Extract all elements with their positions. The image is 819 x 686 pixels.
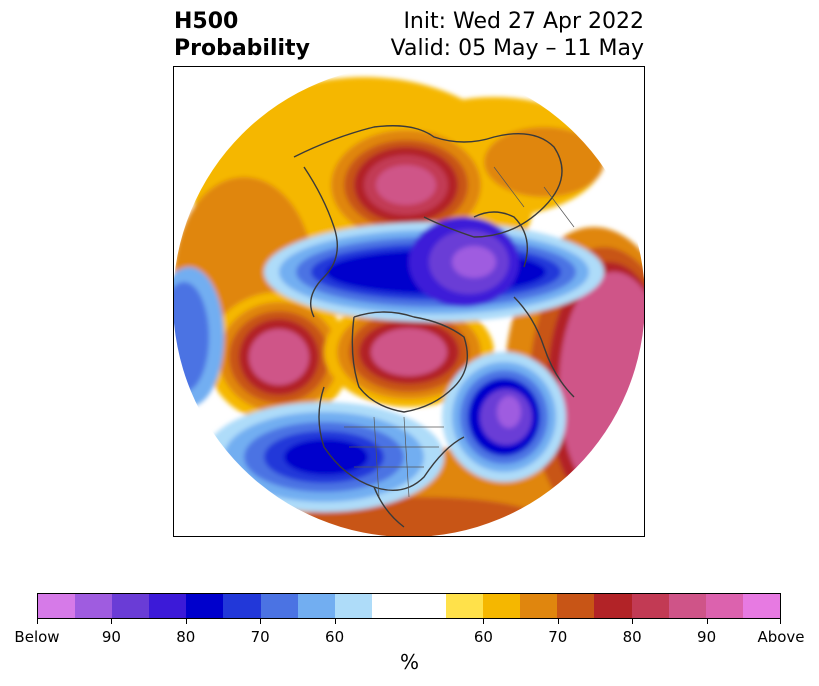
colorbar-segment xyxy=(260,594,298,618)
init-date: Init: Wed 27 Apr 2022 xyxy=(403,9,644,34)
colorbar-segment xyxy=(483,594,521,618)
colorbar-tick-label: 70 xyxy=(548,628,568,646)
colorbar-labels: Below 90 80 70 60 60 70 80 90 Above xyxy=(14,628,804,646)
colorbar-tick xyxy=(780,619,781,624)
colorbar-tick xyxy=(185,619,187,624)
colorbar-tick-label: 90 xyxy=(697,628,717,646)
colorbar-tick xyxy=(334,619,336,624)
colorbar-tick-label: 60 xyxy=(473,628,493,646)
colorbar-tick-label: Above xyxy=(757,628,805,646)
colorbar-tick-label: 80 xyxy=(622,628,642,646)
colorbar-tick-label: 60 xyxy=(325,628,345,646)
colorbar-segment xyxy=(149,594,187,618)
polar-map xyxy=(173,66,645,537)
colorbar-segment xyxy=(38,594,76,618)
colorbar-segment xyxy=(112,594,150,618)
colorbar-tick xyxy=(111,619,113,624)
colorbar-segment xyxy=(557,594,595,618)
title-product: Probability xyxy=(174,36,310,61)
title-left: H500 Probability xyxy=(174,8,310,62)
coastlines xyxy=(293,125,575,528)
anomaly-field xyxy=(174,67,644,536)
colorbar-tick xyxy=(706,619,708,624)
colorbar-ticks xyxy=(37,619,781,629)
colorbar-segment xyxy=(334,594,372,618)
colorbar-tick xyxy=(557,619,559,624)
colorbar-segment xyxy=(631,594,669,618)
colorbar-tick-label: 70 xyxy=(250,628,270,646)
colorbar-tick xyxy=(483,619,485,624)
colorbar-segment xyxy=(371,594,447,618)
colorbar-units: % xyxy=(399,650,419,674)
colorbar-segment xyxy=(742,594,780,618)
colorbar-tick-label: 90 xyxy=(101,628,121,646)
colorbar-segment xyxy=(668,594,706,618)
colorbar-tick xyxy=(37,619,38,624)
title-variable: H500 xyxy=(174,9,239,34)
colorbar-tick-label: Below xyxy=(14,628,60,646)
probability-map-svg xyxy=(174,67,644,536)
colorbar-segment xyxy=(223,594,261,618)
colorbar-segment xyxy=(75,594,113,618)
colorbar-tick-label: 80 xyxy=(176,628,196,646)
colorbar-segment xyxy=(297,594,335,618)
colorbar-tick xyxy=(260,619,262,624)
colorbar-segment xyxy=(594,594,632,618)
colorbar-segment xyxy=(705,594,743,618)
colorbar xyxy=(37,593,781,619)
colorbar-segment xyxy=(520,594,558,618)
colorbar-tick xyxy=(632,619,634,624)
title-right: Init: Wed 27 Apr 2022 Valid: 05 May – 11… xyxy=(391,8,644,62)
valid-range: Valid: 05 May – 11 May xyxy=(390,36,644,61)
colorbar-segment xyxy=(446,594,484,618)
borders xyxy=(344,166,575,498)
colorbar-segment xyxy=(186,594,224,618)
